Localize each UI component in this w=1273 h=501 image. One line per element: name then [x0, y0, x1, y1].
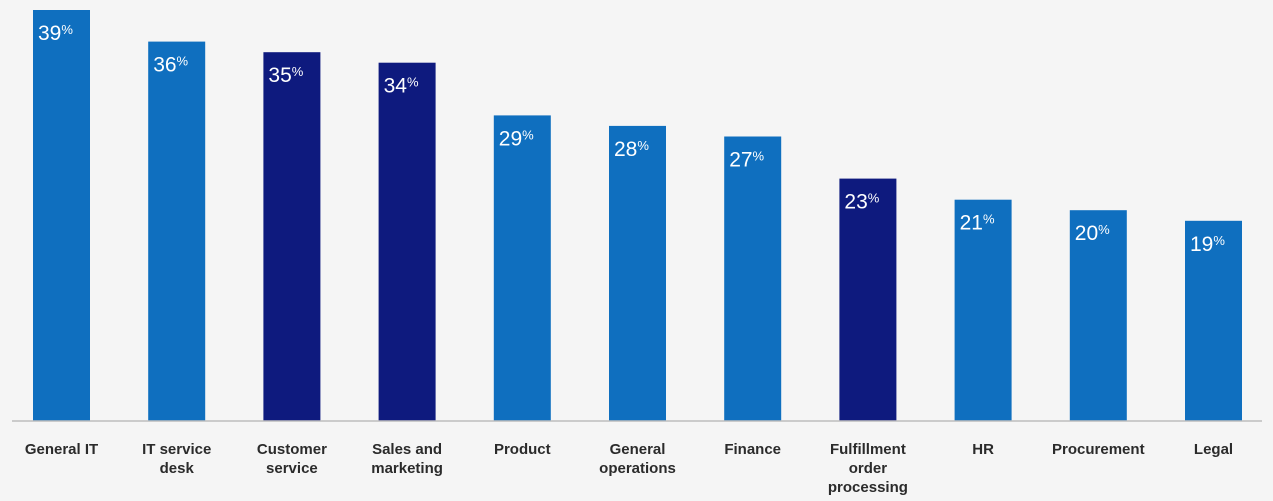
bar-value-label: 23%: [844, 191, 879, 214]
bar-value-label: 27%: [729, 149, 764, 172]
category-label: IT service desk: [142, 441, 211, 477]
bar: [378, 62, 436, 421]
bar-value-label: 29%: [499, 127, 534, 150]
bar-value-label: 19%: [1190, 233, 1225, 256]
bar: [493, 115, 551, 422]
category-label: HR: [972, 441, 994, 458]
bar: [839, 178, 897, 421]
bar-value-label: 36%: [153, 54, 188, 77]
bar: [954, 199, 1012, 421]
bar: [1185, 220, 1242, 421]
category-label: Sales and marketing: [371, 441, 443, 477]
bar: [263, 52, 321, 421]
category-label: Legal: [1194, 441, 1233, 458]
category-label: Customer service: [257, 441, 327, 477]
bar: [1069, 210, 1127, 421]
value-labels-group: 39% 36% 35% 34% 29% 28% 27% 23% 21% 20% 19%: [38, 22, 1225, 256]
bar: [609, 125, 666, 422]
category-label: Product: [494, 441, 551, 458]
bar-value-label: 20%: [1075, 222, 1110, 245]
bar-value-label: 35%: [268, 64, 303, 87]
category-label: Fulfillment order processing: [828, 441, 908, 496]
category-label: Procurement: [1052, 441, 1145, 458]
bar-value-label: 21%: [960, 212, 995, 235]
bar-value-label: 28%: [614, 138, 649, 161]
bar-value-label: 39%: [38, 22, 73, 45]
category-label: General IT: [25, 441, 98, 458]
category-label: General operations: [599, 441, 676, 477]
category-labels-group: General IT IT service desk Customer service S…: [25, 441, 1233, 496]
bar: [33, 10, 90, 421]
bar: [724, 136, 782, 421]
category-label: Finance: [724, 441, 781, 458]
bar: [148, 41, 206, 421]
bars-group: [33, 10, 1242, 422]
bar-value-label: 34%: [384, 75, 419, 98]
